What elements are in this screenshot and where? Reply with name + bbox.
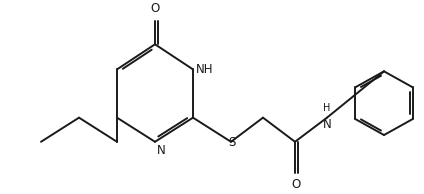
Text: H: H (324, 103, 331, 113)
Text: O: O (291, 178, 301, 191)
Text: N: N (323, 118, 332, 131)
Text: S: S (228, 136, 236, 149)
Text: NH: NH (196, 63, 214, 76)
Text: O: O (151, 2, 159, 15)
Text: N: N (157, 144, 166, 157)
